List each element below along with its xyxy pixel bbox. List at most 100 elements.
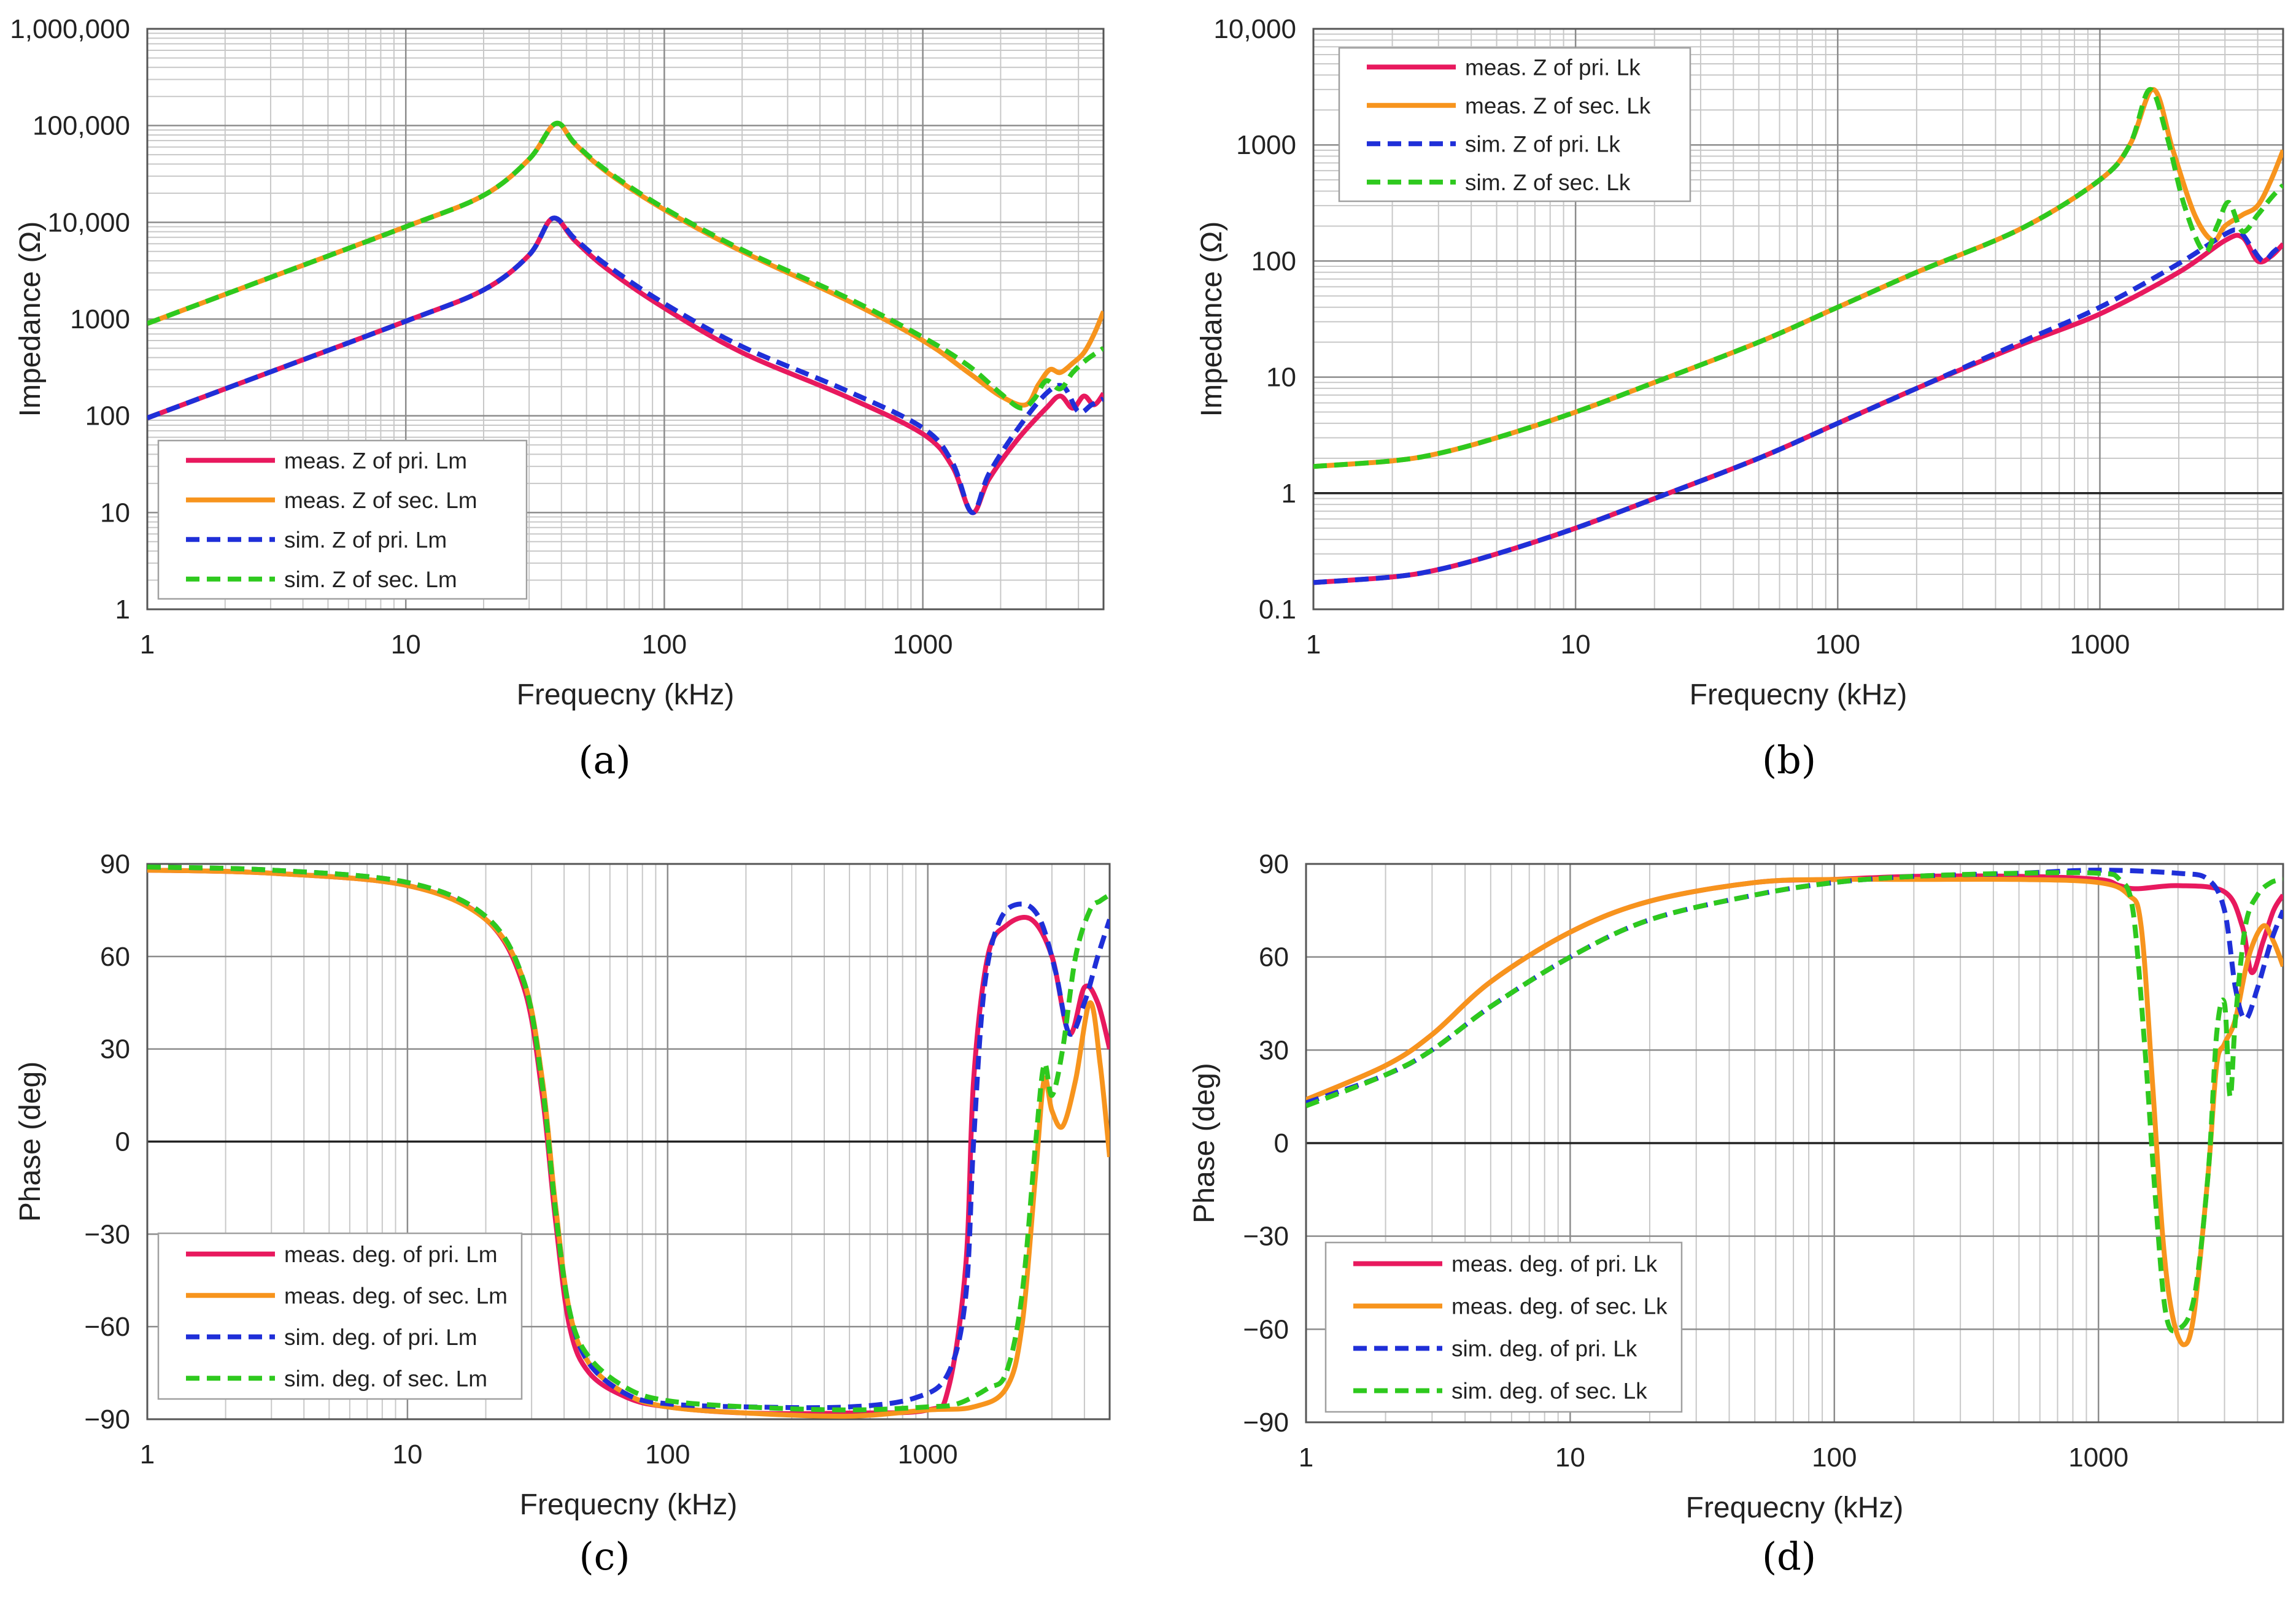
x-tick-label: 1000 <box>898 1439 958 1470</box>
x-tick-label: 100 <box>1812 1443 1857 1473</box>
legend-label: sim. deg. of pri. Lm <box>284 1325 477 1350</box>
y-axis-title: Impedance (Ω) <box>1196 222 1228 417</box>
x-tick-label: 1 <box>140 630 155 660</box>
legend: meas. Z of pri. Lm meas. Z of sec. Lm sim.… <box>157 439 528 600</box>
x-tick-label: 100 <box>645 1439 690 1470</box>
y-tick-label: 100 <box>1251 246 1296 276</box>
x-tick-label: 10 <box>392 1439 422 1470</box>
series-line <box>1313 87 2283 469</box>
y-tick-label: 60 <box>1259 942 1289 973</box>
legend-label: meas. deg. of pri. Lm <box>284 1242 498 1267</box>
y-tick-label: 10 <box>1266 363 1296 393</box>
legend-label: meas. Z of pri. Lm <box>284 448 467 473</box>
legend-box <box>1324 1241 1683 1413</box>
legend-label: meas. deg. of pri. Lk <box>1451 1252 1658 1277</box>
series-group <box>147 120 1104 515</box>
legend: meas. deg. of pri. Lm meas. deg. of sec. … <box>157 1232 523 1400</box>
series-line <box>147 215 1104 515</box>
legend-label: meas. deg. of sec. Lk <box>1451 1294 1668 1319</box>
y-tick-label: 10 <box>100 498 130 528</box>
panel-c-phase-lm: 1 10 100 1000 −90 −60 −30 0 30 60 90 Frequecny (kHz… <box>14 849 1111 1579</box>
legend: meas. Z of pri. Lk meas. Z of sec. Lk sim.… <box>1338 47 1691 202</box>
panel-caption: (d) <box>1762 1534 1816 1579</box>
legend-label: meas. Z of pri. Lk <box>1465 55 1641 80</box>
legend-label: meas. deg. of sec. Lm <box>284 1283 508 1308</box>
panel-caption: (c) <box>579 1534 630 1579</box>
y-tick-label: 10,000 <box>1213 14 1296 44</box>
y-tick-label: 90 <box>1259 849 1289 879</box>
y-tick-label: 1000 <box>70 304 130 334</box>
y-tick-label: 1 <box>1281 479 1296 509</box>
series-line <box>147 215 1104 515</box>
plot-frame <box>1312 28 2284 611</box>
x-tick-label: 10 <box>1555 1443 1585 1473</box>
y-tick-label: 1 <box>115 595 130 625</box>
y-tick-label: −30 <box>1243 1222 1289 1252</box>
x-tick-label: 10 <box>1561 630 1591 660</box>
series-line <box>1313 227 2283 585</box>
legend-label: sim. Z of sec. Lm <box>284 567 457 592</box>
panel-d-phase-lk: 1 10 100 1000 −90 −60 −30 0 30 60 90 Frequecny (kHz… <box>1188 849 2284 1579</box>
y-tick-label: −60 <box>1243 1314 1289 1344</box>
plot-frame <box>1305 863 2284 1424</box>
legend-label: sim. Z of pri. Lm <box>284 527 447 552</box>
y-tick-label: 0.1 <box>1259 595 1296 625</box>
y-tick-label: 100,000 <box>33 111 130 141</box>
x-axis-title: Frequecny (kHz) <box>520 1489 738 1521</box>
y-axis-title: Impedance (Ω) <box>14 222 47 417</box>
series-group <box>1313 87 2283 585</box>
x-tick-label: 1 <box>1306 630 1321 660</box>
plot-frame <box>146 28 1105 611</box>
legend-box <box>157 439 528 600</box>
legend-box <box>1338 47 1691 202</box>
series-group <box>147 865 1110 1419</box>
panel-caption: (a) <box>578 738 630 782</box>
legend-label: sim. Z of pri. Lk <box>1465 131 1620 156</box>
y-tick-label: −90 <box>84 1404 130 1435</box>
y-tick-label: −90 <box>1243 1408 1289 1438</box>
x-axis-title: Frequecny (kHz) <box>1686 1492 1904 1524</box>
grid <box>146 863 1110 1420</box>
y-tick-label: 90 <box>100 849 130 879</box>
panel-caption: (b) <box>1762 738 1816 782</box>
x-tick-label: 100 <box>1815 630 1860 660</box>
series-line <box>1306 870 2283 1334</box>
y-tick-label: 60 <box>100 942 130 972</box>
series-line <box>147 865 1110 1412</box>
y-axis-title: Phase (deg) <box>1188 1063 1221 1223</box>
x-axis-title: Frequecny (kHz) <box>1690 679 1908 711</box>
x-tick-label: 1000 <box>2068 1443 2128 1473</box>
legend-label: sim. deg. of sec. Lm <box>284 1366 487 1391</box>
x-tick-label: 10 <box>391 630 421 660</box>
x-tick-label: 100 <box>642 630 687 660</box>
x-tick-label: 1000 <box>2070 630 2130 660</box>
y-tick-label: −30 <box>84 1219 130 1249</box>
y-tick-label: 10,000 <box>47 207 130 237</box>
y-tick-label: 0 <box>1274 1128 1289 1158</box>
x-tick-label: 1000 <box>893 630 953 660</box>
x-tick-label: 1 <box>1299 1443 1313 1473</box>
legend-box <box>157 1232 523 1400</box>
y-tick-label: 1000 <box>1236 130 1296 160</box>
series-line <box>147 120 1104 411</box>
y-tick-label: 30 <box>1259 1035 1289 1065</box>
legend-label: sim. Z of sec. Lk <box>1465 170 1631 195</box>
panel-b-impedance-lk: 1 10 100 1000 0.1 1 10 100 1000 10,000 Frequecny (… <box>1196 14 2284 782</box>
series-line <box>1306 876 2283 1347</box>
y-tick-label: 0 <box>115 1127 130 1157</box>
legend: meas. deg. of pri. Lk meas. deg. of sec. … <box>1324 1241 1683 1413</box>
legend-label: meas. Z of sec. Lm <box>284 488 477 513</box>
y-tick-label: −60 <box>84 1312 130 1342</box>
legend-label: sim. deg. of sec. Lk <box>1451 1379 1647 1404</box>
series-group <box>1306 868 2283 1347</box>
panel-a-impedance-lm: 1 10 100 1000 1 10 100 1000 10,000 100,000 1,000,0… <box>10 14 1105 782</box>
x-tick-label: 1 <box>140 1439 155 1470</box>
y-axis-title: Phase (deg) <box>14 1062 47 1222</box>
y-tick-label: 30 <box>100 1035 130 1065</box>
legend-label: sim. deg. of pri. Lk <box>1451 1336 1637 1362</box>
x-axis-title: Frequecny (kHz) <box>517 679 735 711</box>
legend-label: meas. Z of sec. Lk <box>1465 93 1651 118</box>
y-tick-label: 1,000,000 <box>10 14 130 44</box>
y-tick-label: 100 <box>85 401 130 431</box>
